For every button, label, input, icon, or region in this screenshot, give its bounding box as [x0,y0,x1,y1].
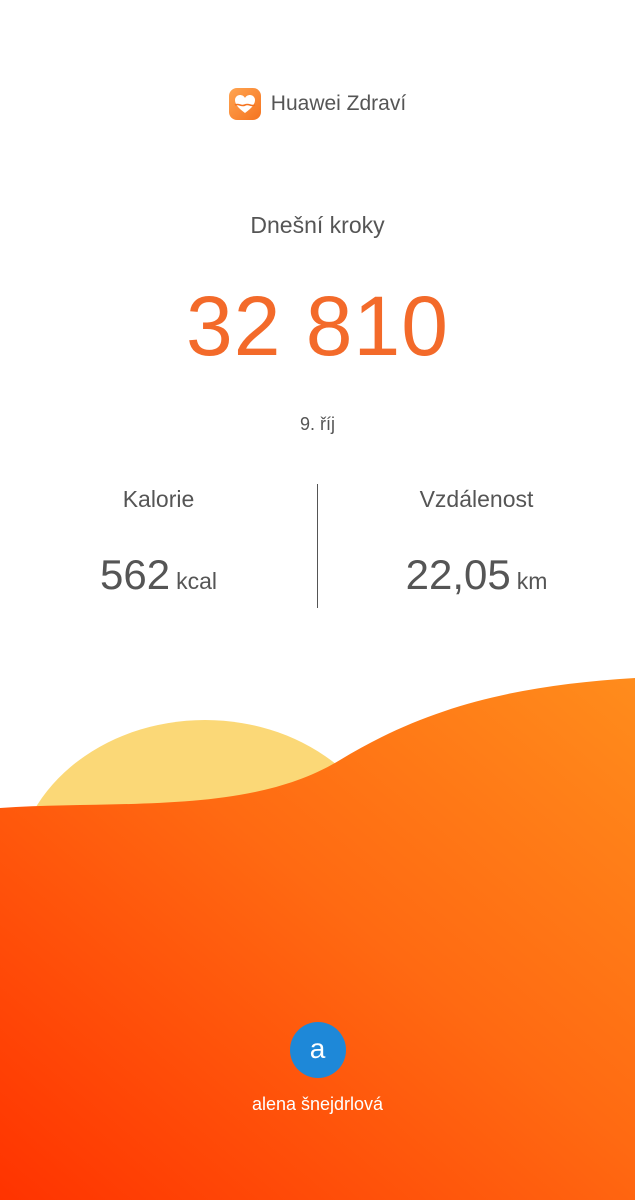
calories-label: Kalorie [122,486,195,512]
date-label: 9. říj [299,414,335,434]
user-name: alena šnejdrlová [251,1094,384,1114]
distance-label: Vzdálenost [419,486,534,512]
avatar[interactable]: a [289,1022,346,1078]
distance-stat: Vzdálenost 22,05 km [318,486,635,599]
heart-icon [228,88,261,120]
app-header: Huawei Zdraví [0,88,635,120]
user-info: a alena šnejdrlová [0,1022,635,1115]
app-name: Huawei Zdraví [270,92,407,115]
steps-value: 32 810 [186,279,449,373]
steps-label: Dnešní kroky [250,212,385,238]
orange-wave [0,678,635,1200]
divider [317,484,318,608]
calories-unit: kcal [176,568,217,594]
calories-stat: Kalorie 562 kcal [0,486,317,599]
distance-unit: km [516,568,548,594]
distance-value: 22,05 [405,551,511,598]
calories-value: 562 [100,551,171,598]
